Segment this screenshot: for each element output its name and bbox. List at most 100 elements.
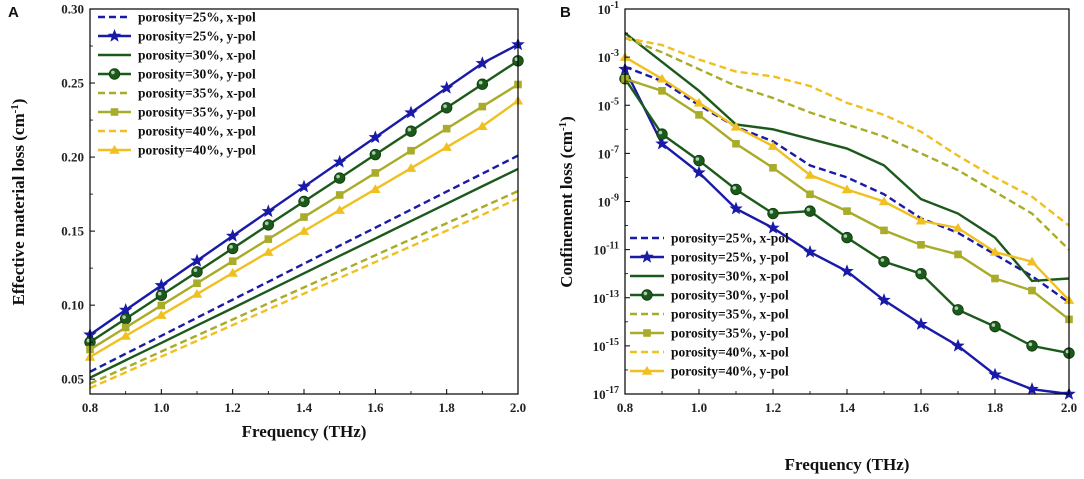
panel-a-point-porosity-30-y-pol: [155, 289, 168, 301]
panel-b-y-tick-label: 10-5: [598, 96, 619, 113]
panel-a-legend: porosity=25%, x-pol porosity=25%, y-pol po…: [98, 10, 256, 158]
panel-b-series-porosity-30-y-pol: [619, 73, 1075, 359]
panel-a-y-tick-label: 0.05: [61, 372, 84, 387]
panel-a-point-porosity-25-y-pol: [404, 105, 418, 119]
panel-a-point-porosity-30-y-pol: [191, 266, 203, 278]
panel-a-series-porosity-30-x-pol: [89, 167, 519, 379]
legend-b-label: porosity=40%, y-pol: [671, 364, 789, 379]
panel-a-line-porosity-35-x-pol: [89, 190, 519, 385]
panel-a-point-porosity-35-y-pol: [407, 146, 415, 155]
legend-a-entry-porosity-30-x-pol: porosity=30%, x-pol: [98, 48, 256, 63]
panel-a-point-porosity-25-y-pol: [332, 154, 347, 168]
panel-b-point-porosity-30-y-pol-highlight: [843, 234, 848, 238]
panel-b-point-porosity-35-y-pol: [991, 274, 999, 283]
panel-a-point-porosity-30-y-pol: [119, 313, 132, 325]
panel-a-point-porosity-25-y-pol: [154, 278, 169, 292]
panel-a-y-tick-label: 0.10: [61, 298, 84, 313]
panel-a-point-porosity-35-y-pol: [478, 102, 487, 111]
panel-b-point-porosity-30-y-pol-highlight: [806, 207, 811, 212]
panel-b-point-porosity-25-y-pol: [988, 367, 1002, 381]
panel-a-point-porosity-40-y-pol: [405, 163, 417, 172]
panel-b-point-porosity-30-y-pol-highlight: [1065, 349, 1070, 354]
legend-b-swatch-marker: [641, 366, 653, 375]
panel-b-point-porosity-40-y-pol: [656, 73, 668, 83]
panel-b-point-porosity-25-y-pol: [692, 165, 706, 179]
legend-a-label: porosity=30%, x-pol: [138, 48, 256, 63]
panel-a-series-porosity-40-x-pol: [89, 197, 519, 390]
panel-a-point-porosity-30-y-pol: [262, 219, 275, 231]
panel-b-point-porosity-30-y-pol-highlight: [991, 323, 996, 327]
panel-a-line-porosity-40-x-pol: [89, 197, 519, 390]
panel-a-point-porosity-40-y-pol: [120, 330, 131, 340]
panel-b-line-porosity-30-x-pol: [624, 32, 1070, 283]
panel-a-point-porosity-30-y-pol-highlight: [443, 104, 447, 108]
panel-b-y-tick-label: 10-7: [598, 144, 619, 161]
legend-a-entry-porosity-25-x-pol: porosity=25%, x-pol: [98, 10, 256, 25]
panel-a-point-porosity-30-y-pol-highlight: [229, 245, 233, 249]
panel-a-point-porosity-25-y-pol: [368, 130, 383, 144]
panel-b-point-porosity-30-y-pol: [1026, 340, 1038, 352]
panel-b-point-porosity-30-y-pol-highlight: [769, 210, 774, 214]
legend-a-entry-porosity-35-y-pol: porosity=35%, y-pol: [98, 105, 256, 120]
legend-b-entry-porosity-35-y-pol: porosity=35%, y-pol: [630, 326, 789, 341]
panel-b-point-porosity-40-y-pol: [952, 222, 964, 232]
panel-b-y-tick-label: 10-3: [598, 48, 619, 65]
panel-b-point-porosity-30-y-pol-highlight: [1028, 342, 1033, 347]
panel-b-point-porosity-25-y-pol: [655, 136, 669, 150]
legend-b-entry-porosity-25-x-pol: porosity=25%, x-pol: [630, 231, 789, 246]
panel-b-y-axis-label: Confinement loss (cm-1): [557, 116, 576, 288]
panel-b-x-tick-label: 0.8: [617, 400, 634, 415]
panel-b-point-porosity-30-y-pol: [804, 205, 816, 217]
legend-a-label: porosity=35%, x-pol: [138, 86, 256, 101]
panel-a-series-porosity-30-y-pol: [84, 55, 524, 348]
panel-b-point-porosity-40-y-pol: [693, 97, 705, 107]
panel-b-x-tick-label: 1.2: [765, 400, 781, 415]
panel-b-point-porosity-30-y-pol-highlight: [695, 157, 700, 161]
panel-b-y-tick-label: 10-15: [593, 337, 619, 354]
panel-b-x-tick-label: 2.0: [1061, 400, 1077, 415]
panel-a-point-porosity-35-y-pol: [193, 279, 201, 288]
panel-a-point-porosity-25-y-pol: [261, 204, 276, 218]
legend-a-swatch-marker: [108, 68, 121, 80]
panel-b-point-porosity-30-y-pol: [989, 320, 1001, 333]
panel-b-point-porosity-40-y-pol: [989, 247, 1001, 256]
legend-b-entry-porosity-35-x-pol: porosity=35%, x-pol: [630, 307, 789, 322]
legend-a-label: porosity=30%, y-pol: [138, 67, 256, 82]
panel-b-point-porosity-30-y-pol: [730, 183, 742, 196]
panel-b-y-tick-label: 10-9: [598, 193, 619, 210]
panel-b-point-porosity-40-y-pol: [915, 215, 927, 225]
panel-a-x-tick-label: 1.6: [367, 400, 384, 415]
panel-a-x-tick-label: 1.2: [225, 400, 241, 415]
panel-a-point-porosity-40-y-pol: [334, 205, 345, 214]
panel-a-point-porosity-30-y-pol-highlight: [86, 338, 91, 343]
panel-a-series-porosity-25-x-pol: [89, 154, 519, 373]
panel-a-point-porosity-25-y-pol: [297, 179, 311, 193]
legend-b-entry-porosity-40-x-pol: porosity=40%, x-pol: [630, 345, 789, 360]
panel-b-point-porosity-25-y-pol: [729, 201, 743, 215]
legend-b-label: porosity=25%, x-pol: [671, 231, 789, 246]
panel-a-point-porosity-30-y-pol-highlight: [478, 80, 483, 85]
legend-b-swatch-marker: [643, 329, 651, 337]
panel-a-point-porosity-30-y-pol-highlight: [264, 221, 269, 226]
panel-a-point-porosity-30-y-pol: [440, 102, 453, 114]
panel-b: B 0.8 1.0 1.2 1.4 1.6 1.8 2.0 10-17 10-15 10-13 10…: [557, 0, 1077, 474]
panel-b-point-porosity-40-y-pol: [804, 170, 816, 179]
panel-b-series-porosity-40-y-pol: [619, 52, 1075, 304]
panel-b-line-porosity-35-x-pol: [624, 36, 1070, 251]
panel-b-point-porosity-30-y-pol-highlight: [880, 258, 885, 262]
panel-a-point-porosity-40-y-pol: [191, 289, 203, 298]
panel-a-point-porosity-30-y-pol-highlight: [122, 315, 126, 319]
panel-a-x-tick-label: 1.8: [439, 400, 456, 415]
panel-a-point-porosity-40-y-pol: [477, 121, 488, 131]
panel-a-line-porosity-30-x-pol: [89, 167, 519, 379]
panel-a-point-porosity-25-y-pol: [118, 302, 133, 316]
panel-a-x-tick-label: 1.4: [296, 400, 313, 415]
legend-b-label: porosity=40%, x-pol: [671, 345, 789, 360]
legend-a-swatch-marker: [109, 145, 120, 154]
panel-a-point-porosity-30-y-pol-highlight: [514, 57, 519, 62]
panel-b-point-porosity-35-y-pol: [769, 164, 777, 172]
panel-a-x-tick-label: 2.0: [510, 400, 526, 415]
panel-b-point-porosity-30-y-pol: [767, 207, 779, 220]
panel-b-point-porosity-30-y-pol: [952, 304, 964, 316]
panel-b-point-porosity-30-y-pol-highlight: [732, 186, 737, 190]
